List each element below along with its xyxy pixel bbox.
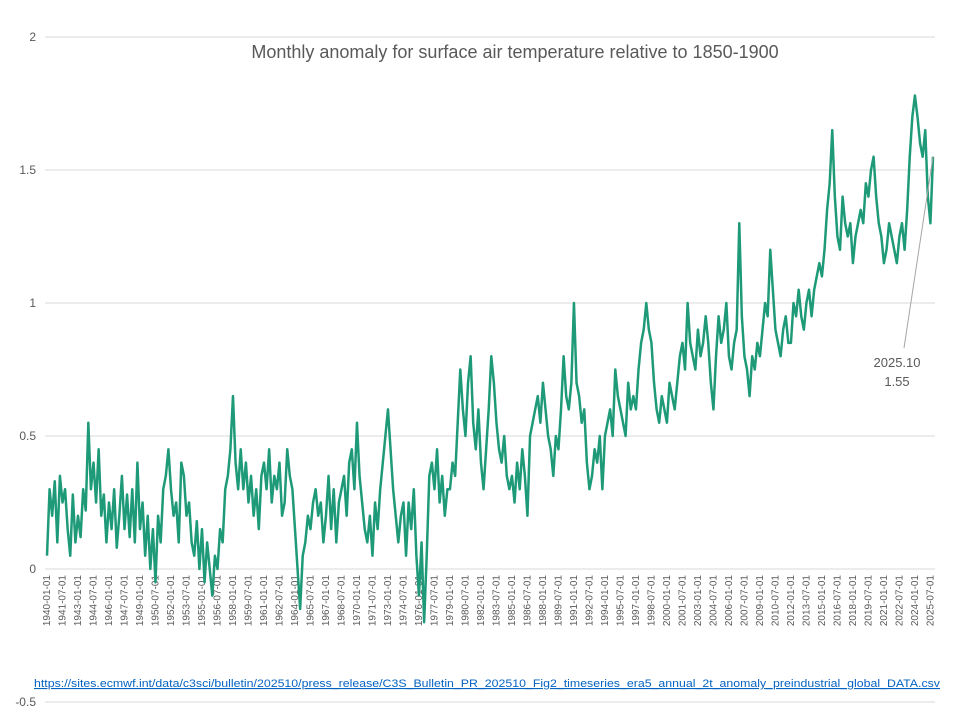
x-tick-label: 1986-07-01 <box>522 575 533 627</box>
x-tick-label: 1952-01-01 <box>166 575 177 627</box>
x-tick-label: 1989-07-01 <box>553 575 564 627</box>
x-tick-label: 1973-01-01 <box>383 575 394 627</box>
x-tick-label: 2021-01-01 <box>879 575 890 627</box>
x-tick-label: 1988-01-01 <box>538 575 549 627</box>
x-tick-label: 1985-01-01 <box>507 575 518 627</box>
x-tick-label: 2013-07-01 <box>801 575 812 627</box>
x-tick-label: 1958-01-01 <box>228 575 239 627</box>
x-tick-label: 1955-01-01 <box>197 575 208 627</box>
x-tick-label: 1950-07-01 <box>150 575 161 627</box>
x-tick-label: 1992-07-01 <box>584 575 595 627</box>
x-tick-label: 1956-07-01 <box>212 575 223 627</box>
x-tick-label: 1991-01-01 <box>569 575 580 627</box>
x-tick-label: 1970-01-01 <box>352 575 363 627</box>
x-tick-label: 1977-07-01 <box>429 575 440 627</box>
x-tick-label: 2018-01-01 <box>848 575 859 627</box>
annotation-leader <box>903 156 934 349</box>
y-tick-label: 0 <box>29 562 36 576</box>
x-tick-label: 1976-01-01 <box>414 575 425 627</box>
x-tick-label: 1968-07-01 <box>336 575 347 627</box>
x-tick-label: 1980-07-01 <box>460 575 471 627</box>
x-tick-label: 1982-01-01 <box>476 575 487 627</box>
annotation-label: 2025.10 <box>874 355 921 370</box>
x-tick-label: 1983-07-01 <box>491 575 502 627</box>
x-tick-label: 2001-07-01 <box>677 575 688 627</box>
x-tick-label: 1994-01-01 <box>600 575 611 627</box>
y-tick-label: 1.5 <box>19 163 36 177</box>
x-tick-label: 2006-01-01 <box>724 575 735 627</box>
x-tick-label: 1979-01-01 <box>445 575 456 627</box>
y-tick-label: -0.5 <box>15 695 36 709</box>
x-tick-label: 1949-01-01 <box>135 575 146 627</box>
x-tick-label: 1998-07-01 <box>646 575 657 627</box>
source-link[interactable]: https://sites.ecmwf.int/data/c3sci/bulle… <box>34 678 941 690</box>
x-tick-label: 1940-01-01 <box>42 575 53 627</box>
y-tick-label: 2 <box>29 30 36 44</box>
x-tick-label: 2010-07-01 <box>770 575 781 627</box>
chart-title: Monthly anomaly for surface air temperat… <box>251 42 778 62</box>
x-tick-label: 1961-01-01 <box>259 575 270 627</box>
x-tick-label: 1997-01-01 <box>631 575 642 627</box>
x-tick-label: 1995-07-01 <box>615 575 626 627</box>
x-tick-label: 1959-07-01 <box>243 575 254 627</box>
x-tick-label: 2022-07-01 <box>894 575 905 627</box>
x-tick-label: 2000-01-01 <box>662 575 673 627</box>
x-tick-label: 1947-07-01 <box>119 575 130 627</box>
annotation-value: 1.55 <box>884 374 909 389</box>
series-line <box>45 94 935 624</box>
x-tick-label: 1964-01-01 <box>290 575 301 627</box>
y-tick-label: 0.5 <box>19 429 36 443</box>
x-tick-label: 1965-07-01 <box>305 575 316 627</box>
x-tick-label: 2009-01-01 <box>755 575 766 627</box>
x-tick-label: 2012-01-01 <box>786 575 797 627</box>
x-tick-label: 2015-01-01 <box>817 575 828 627</box>
x-tick-label: 2016-07-01 <box>832 575 843 627</box>
x-tick-label: 1941-07-01 <box>57 575 68 627</box>
x-tick-label: 1953-07-01 <box>181 575 192 627</box>
x-tick-label: 1967-01-01 <box>321 575 332 627</box>
x-tick-label: 1944-07-01 <box>88 575 99 627</box>
x-tick-label: 2004-07-01 <box>708 575 719 627</box>
x-tick-label: 1962-07-01 <box>274 575 285 627</box>
x-tick-label: 1971-07-01 <box>367 575 378 627</box>
x-tick-label: 2024-01-01 <box>910 575 921 627</box>
x-tick-label: 2003-01-01 <box>693 575 704 627</box>
x-tick-label: 2019-07-01 <box>863 575 874 627</box>
x-tick-label: 2025-07-01 <box>925 575 936 627</box>
x-tick-label: 2007-07-01 <box>739 575 750 627</box>
y-tick-label: 1 <box>29 296 36 310</box>
x-tick-label: 1946-01-01 <box>104 575 115 627</box>
x-tick-label: 1943-01-01 <box>73 575 84 627</box>
x-tick-label: 1974-07-01 <box>398 575 409 627</box>
